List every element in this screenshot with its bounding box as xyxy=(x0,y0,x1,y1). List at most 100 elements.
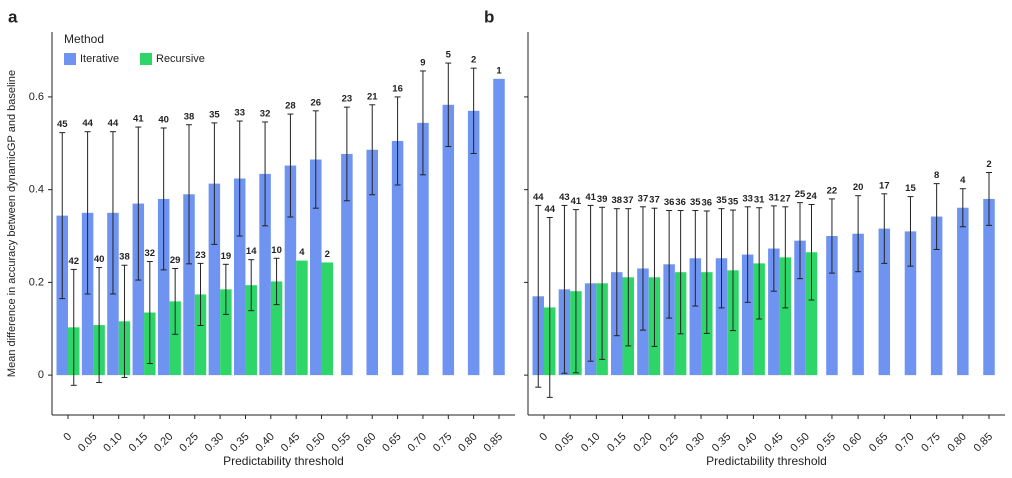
y-tick-label: 0.4 xyxy=(29,184,44,196)
bar xyxy=(270,281,283,376)
count-label: 33 xyxy=(234,108,245,119)
bar xyxy=(245,285,257,376)
bar xyxy=(741,254,754,376)
bar xyxy=(493,78,505,376)
count-label: 28 xyxy=(285,101,296,112)
count-label: 41 xyxy=(585,192,596,203)
x-tick-label: 0.70 xyxy=(405,431,429,455)
count-label: 9 xyxy=(420,57,425,68)
bar xyxy=(794,240,806,376)
x-tick-label: 0.60 xyxy=(355,431,379,455)
x-tick-label: 0.15 xyxy=(605,431,629,455)
x-tick-label: 0.45 xyxy=(279,431,303,455)
count-label: 40 xyxy=(94,254,105,265)
legend-label: Recursive xyxy=(156,53,205,65)
count-label: 32 xyxy=(260,108,271,119)
count-label: 44 xyxy=(108,118,119,129)
bar xyxy=(284,165,297,376)
x-tick-label: 0.65 xyxy=(380,431,404,455)
bar xyxy=(768,248,780,376)
count-label: 37 xyxy=(638,193,649,204)
count-label: 39 xyxy=(597,194,608,205)
count-label: 31 xyxy=(754,194,765,205)
bar xyxy=(779,257,792,376)
count-label: 21 xyxy=(367,91,378,102)
y-tick-label: 0 xyxy=(38,369,44,381)
bar xyxy=(208,183,221,376)
count-label: 23 xyxy=(195,250,206,261)
panel-label: a xyxy=(8,7,18,26)
x-tick-label: 0.45 xyxy=(762,431,786,455)
x-axis-label: Predictability threshold xyxy=(223,454,344,468)
x-tick-label: 0.10 xyxy=(101,431,125,455)
count-label: 4 xyxy=(299,247,305,258)
count-label: 38 xyxy=(119,252,130,263)
count-label: 41 xyxy=(133,114,144,125)
bar xyxy=(391,140,404,376)
x-tick-label: 0.30 xyxy=(203,431,227,455)
x-tick-label: 0.80 xyxy=(945,431,969,455)
count-label: 2 xyxy=(325,249,330,260)
legend-label: Iterative xyxy=(80,53,119,65)
x-tick-label: 0.40 xyxy=(253,431,277,455)
bar xyxy=(233,178,246,376)
count-label: 29 xyxy=(170,255,181,266)
count-label: 33 xyxy=(742,193,753,204)
bar xyxy=(442,104,455,376)
count-label: 5 xyxy=(446,50,452,61)
count-label: 44 xyxy=(544,204,555,215)
x-tick-label: 0.35 xyxy=(228,431,252,455)
bar xyxy=(467,110,480,376)
count-label: 38 xyxy=(611,195,622,206)
count-label: 14 xyxy=(246,246,257,257)
count-label: 20 xyxy=(853,182,864,193)
count-label: 40 xyxy=(158,114,169,125)
bar xyxy=(157,198,170,376)
x-tick-label: 0.40 xyxy=(736,431,760,455)
count-label: 36 xyxy=(702,197,713,208)
count-label: 27 xyxy=(780,193,791,204)
count-label: 32 xyxy=(145,248,156,259)
bar xyxy=(366,149,378,376)
x-tick-label: 0 xyxy=(537,431,550,444)
count-label: 1 xyxy=(496,65,502,76)
count-label: 16 xyxy=(392,83,403,94)
bar xyxy=(220,289,232,376)
x-tick-label: 0.75 xyxy=(431,431,455,455)
x-tick-label: 0.35 xyxy=(710,431,734,455)
bar xyxy=(878,228,891,376)
count-label: 36 xyxy=(664,197,675,208)
count-label: 35 xyxy=(690,197,701,208)
bar xyxy=(852,233,864,376)
x-tick-label: 0.80 xyxy=(456,431,480,455)
bar xyxy=(194,294,207,376)
bar xyxy=(296,260,308,376)
count-label: 23 xyxy=(342,94,353,105)
bar xyxy=(826,236,838,376)
x-tick-label: 0.25 xyxy=(177,431,201,455)
x-tick-label: 0.50 xyxy=(788,431,812,455)
bar xyxy=(321,262,334,376)
count-label: 26 xyxy=(310,97,321,108)
x-tick-label: 0.10 xyxy=(579,431,603,455)
bar xyxy=(715,258,728,376)
x-tick-label: 0.85 xyxy=(972,431,996,455)
count-label: 2 xyxy=(986,159,991,170)
x-axis-label: Predictability threshold xyxy=(706,454,827,468)
count-label: 37 xyxy=(649,195,660,206)
count-label: 35 xyxy=(209,109,220,120)
count-label: 10 xyxy=(271,245,282,256)
count-label: 38 xyxy=(184,111,195,122)
bar xyxy=(930,216,943,376)
bar xyxy=(663,264,675,376)
count-label: 15 xyxy=(905,183,916,194)
count-label: 31 xyxy=(769,192,780,203)
count-label: 44 xyxy=(533,192,544,203)
x-tick-label: 0 xyxy=(61,431,74,444)
legend-title: Method xyxy=(64,32,104,46)
bar xyxy=(957,207,969,376)
x-tick-label: 0.75 xyxy=(919,431,943,455)
bar xyxy=(689,258,702,376)
x-tick-label: 0.20 xyxy=(152,431,176,455)
